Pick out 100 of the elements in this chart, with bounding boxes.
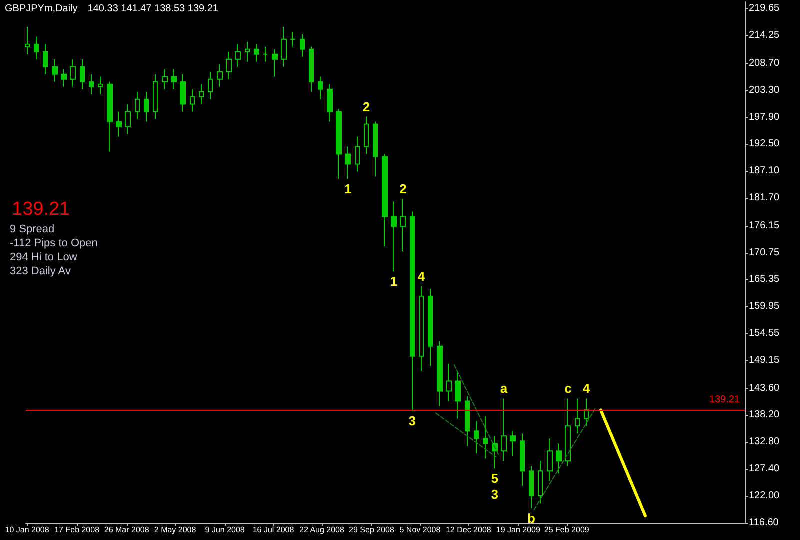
annotation: 2	[362, 99, 370, 114]
candlestick	[180, 74, 186, 112]
annotation: b	[528, 511, 536, 526]
y-tick-label: 165.35	[749, 274, 780, 286]
candlestick	[171, 68, 177, 90]
candlestick	[254, 44, 259, 62]
candlestick	[510, 430, 516, 457]
y-tick-label: 197.90	[749, 112, 780, 123]
x-tick-label: 19 Jan 2009	[496, 526, 541, 534]
annotation: 3	[408, 414, 416, 429]
ref-line-label: 139.21	[709, 394, 740, 406]
y-tick-label: 154.55	[749, 328, 780, 340]
candlestick	[318, 76, 323, 100]
x-tick-label: 10 Jan 2008	[5, 526, 50, 534]
candlestick	[245, 41, 250, 62]
annotation: 294 Hi to Low	[10, 252, 78, 264]
annotation: 1	[390, 274, 398, 289]
candlestick	[144, 91, 149, 122]
candlestick	[355, 136, 360, 172]
candlestick	[153, 74, 158, 120]
candlestick	[538, 460, 543, 504]
candlestick	[226, 51, 232, 80]
x-tick-label: 26 Mar 2008	[104, 526, 150, 534]
candlestick	[465, 396, 470, 447]
candlestick	[483, 416, 488, 460]
candlestick	[263, 46, 268, 62]
chart-title: GBPJPYm,Daily	[5, 4, 78, 14]
candlestick	[446, 363, 452, 402]
candlestick	[25, 26, 30, 55]
candlestick	[272, 48, 278, 78]
candlestick	[400, 198, 406, 252]
annotation: 1	[344, 182, 352, 197]
candlestick	[501, 398, 507, 462]
candlestick	[474, 420, 479, 454]
annotation: 139.21	[12, 199, 70, 220]
y-tick-label: 116.60	[749, 518, 780, 528]
annotation: 9 Spread	[10, 224, 55, 236]
candlestick	[34, 36, 39, 60]
candlestick	[345, 146, 351, 180]
y-tick-label: 143.60	[749, 382, 780, 394]
y-tick-label: 138.20	[749, 410, 780, 421]
y-tick-label: 122.00	[749, 490, 780, 502]
candlestick	[419, 286, 424, 372]
candlestick	[410, 211, 415, 412]
annotation: 5	[491, 471, 498, 486]
candlestick	[565, 398, 571, 467]
annotation: 4	[418, 268, 426, 284]
x-tick-label: 12 Dec 2008	[446, 526, 492, 534]
x-tick-label: 17 Feb 2008	[54, 526, 100, 534]
candlestick	[199, 84, 204, 105]
y-tick-label: 203.30	[749, 84, 780, 96]
y-tick-label: 149.15	[749, 355, 780, 366]
candlestick	[428, 288, 433, 367]
candlestick	[364, 116, 369, 155]
candlestick	[61, 68, 67, 88]
candlestick	[547, 438, 553, 482]
y-tick-label: 219.65	[749, 3, 780, 14]
candlestick	[80, 58, 85, 90]
candlestick	[217, 64, 223, 88]
x-tick-label: 25 Feb 2009	[544, 526, 590, 534]
candlestick	[382, 154, 388, 248]
y-tick-label: 127.40	[749, 464, 780, 475]
y-tick-label: 192.50	[749, 138, 780, 150]
candlestick	[190, 88, 195, 112]
annotation: -112 Pips to Open	[10, 238, 98, 250]
annotation: 323 Daily Av	[10, 266, 72, 278]
y-tick-label: 176.15	[749, 220, 780, 232]
candlestick	[575, 398, 580, 434]
chart-subtitle: 140.33 141.47 138.53 139.21	[88, 4, 219, 14]
y-tick-label: 181.70	[749, 192, 780, 204]
candlestick	[107, 81, 113, 152]
candlestick	[300, 34, 305, 58]
x-tick-label: 2 May 2008	[154, 526, 197, 534]
candlestick	[125, 104, 131, 135]
candlestick	[52, 58, 58, 82]
candlestick	[520, 433, 525, 487]
annotation: 2	[400, 182, 407, 197]
x-tick-label: 9 Jun 2008	[205, 526, 246, 534]
x-tick-label: 22 Aug 2008	[300, 526, 345, 534]
y-tick-label: 214.25	[749, 30, 780, 42]
x-tick-label: 29 Sep 2008	[349, 526, 395, 534]
candlestick	[98, 76, 103, 95]
candlestick	[89, 74, 94, 95]
candlestick	[235, 44, 241, 68]
x-tick-label: 16 Jul 2008	[252, 526, 295, 534]
y-tick-label: 170.75	[749, 247, 780, 258]
candlestick	[281, 26, 287, 68]
candlestick	[455, 370, 461, 420]
candlestick	[584, 398, 589, 427]
candlestick	[116, 111, 122, 138]
annotation: c	[564, 381, 572, 396]
candlestick	[391, 201, 397, 272]
candlestick	[336, 108, 342, 180]
candlestick	[43, 44, 48, 75]
candlestick	[208, 71, 213, 100]
candlestick	[290, 31, 296, 48]
candlestick	[492, 436, 498, 470]
candlestick	[437, 340, 443, 407]
x-tick-label: 5 Nov 2008	[400, 526, 442, 534]
candlestick	[373, 121, 378, 178]
